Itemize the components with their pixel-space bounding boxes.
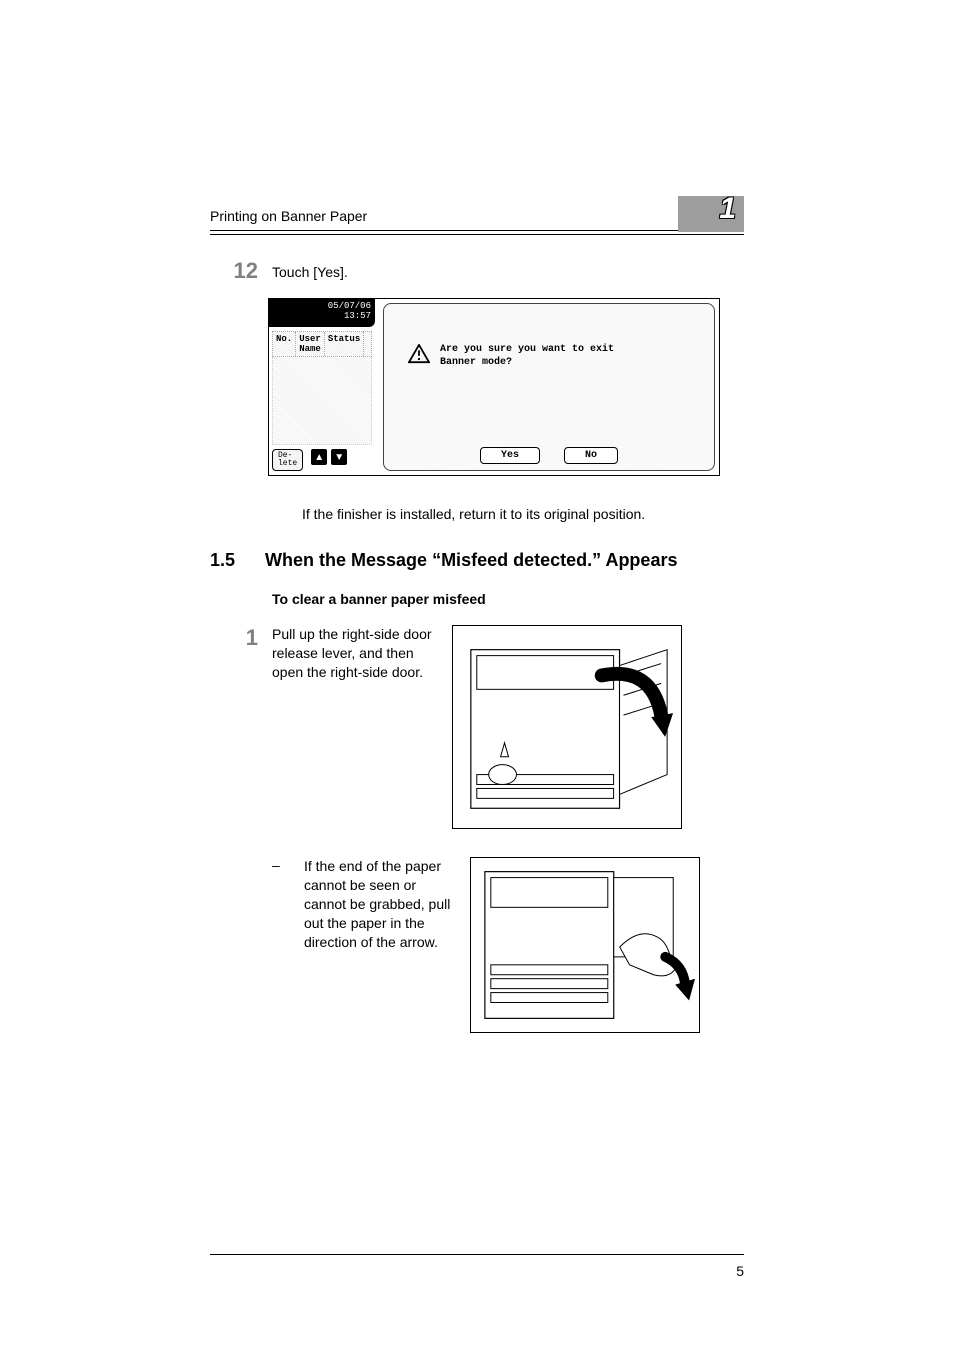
step-12-number: 12: [210, 258, 258, 284]
section-heading: 1.5 When the Message “Misfeed detected.”…: [210, 550, 744, 571]
chapter-badge: 1: [678, 196, 744, 232]
content-area: 12 Touch [Yes]. 05/07/06 13:57 No. User …: [210, 254, 744, 1033]
lcd-right-panel: Are you sure you want to exit Banner mod…: [383, 303, 715, 471]
step-12-text: Touch [Yes].: [272, 258, 348, 284]
lcd-col-status: Status: [325, 332, 364, 356]
lcd-col-user: User Name: [296, 332, 325, 356]
printer-open-door-icon: [453, 625, 681, 829]
lcd-time: 13:57: [273, 312, 371, 322]
lcd-message-line1: Are you sure you want to exit: [440, 344, 614, 357]
step-1-figure: [452, 625, 682, 829]
lcd-screenshot: 05/07/06 13:57 No. User Name Status De- …: [268, 298, 720, 476]
step-1-substep: – If the end of the paper cannot be seen…: [272, 857, 744, 1033]
lcd-message-box: Are you sure you want to exit Banner mod…: [408, 344, 690, 369]
lcd-arrow-down-icon[interactable]: ▼: [331, 449, 347, 465]
lcd-col-no: No.: [273, 332, 296, 356]
section-title: When the Message “Misfeed detected.” App…: [265, 550, 677, 571]
header-rule-1: [210, 230, 744, 231]
page: Printing on Banner Paper 1 12 Touch [Yes…: [0, 0, 954, 1351]
substep-text: If the end of the paper cannot be seen o…: [304, 857, 452, 1033]
subheading: To clear a banner paper misfeed: [272, 591, 744, 607]
lcd-yesno-row: Yes No: [384, 447, 714, 464]
lcd-left-panel: 05/07/06 13:57 No. User Name Status De- …: [269, 299, 375, 475]
lcd-job-header: No. User Name Status: [272, 331, 372, 357]
lcd-job-list: No. User Name Status: [272, 331, 372, 441]
finisher-note: If the finisher is installed, return it …: [302, 506, 744, 522]
running-header-title: Printing on Banner Paper: [210, 208, 744, 224]
lcd-no-button[interactable]: No: [564, 447, 618, 464]
lcd-message-line2: Banner mode?: [440, 357, 614, 370]
substep-figure: [470, 857, 700, 1033]
lcd-datetime: 05/07/06 13:57: [269, 299, 375, 327]
section-number: 1.5: [210, 550, 235, 571]
lcd-delete-button[interactable]: De- lete: [272, 449, 303, 471]
page-number: 5: [736, 1263, 744, 1279]
step-12: 12 Touch [Yes].: [210, 258, 744, 284]
lcd-arrow-up-icon[interactable]: ▲: [311, 449, 327, 465]
lcd-message-text: Are you sure you want to exit Banner mod…: [440, 344, 614, 369]
running-header: Printing on Banner Paper: [210, 208, 744, 235]
printer-pull-paper-icon: [471, 857, 699, 1033]
step-1-text: Pull up the right-side door release leve…: [272, 625, 434, 829]
lcd-bottom-buttons: De- lete ▲ ▼: [272, 449, 347, 471]
lcd-job-rows: [272, 357, 372, 445]
step-1: 1 Pull up the right-side door release le…: [210, 625, 744, 829]
lcd-yes-button[interactable]: Yes: [480, 447, 540, 464]
footer-rule: [210, 1254, 744, 1255]
chapter-number: 1: [719, 192, 736, 226]
warning-icon: [408, 344, 430, 364]
substep-dash: –: [272, 857, 286, 1033]
header-rule-2: [210, 234, 744, 235]
step-1-number: 1: [210, 625, 258, 829]
